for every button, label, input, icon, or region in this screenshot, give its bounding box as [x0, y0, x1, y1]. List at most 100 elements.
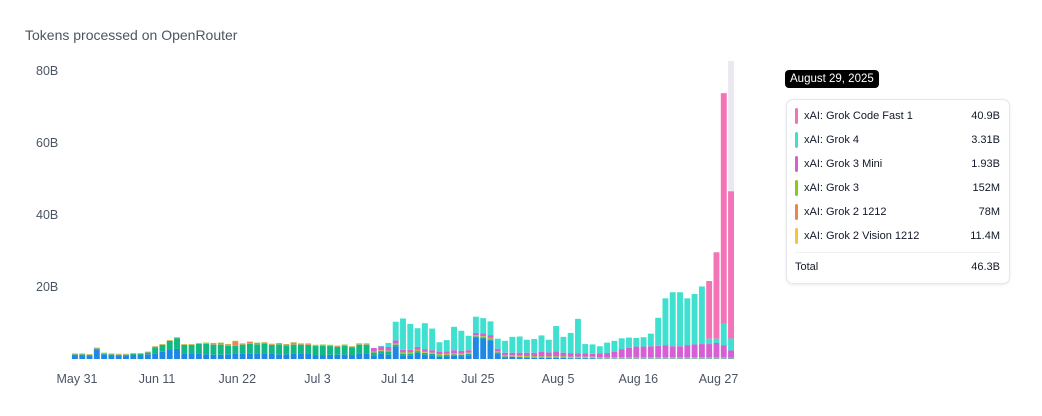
bar-segment[interactable] — [487, 339, 494, 341]
bar-segment[interactable] — [523, 352, 530, 356]
bar-segment[interactable] — [626, 337, 632, 348]
bar-stack[interactable] — [188, 344, 195, 359]
bar-segment[interactable] — [327, 345, 334, 346]
bar-segment[interactable] — [334, 345, 341, 347]
bar-stack[interactable] — [480, 318, 487, 359]
bar-stack[interactable] — [159, 344, 166, 359]
bar-segment[interactable] — [458, 354, 465, 357]
bar-segment[interactable] — [232, 341, 239, 346]
bar-segment[interactable] — [662, 357, 669, 358]
bar-segment[interactable] — [86, 355, 93, 359]
bar-segment[interactable] — [261, 353, 268, 359]
bar-segment[interactable] — [349, 355, 355, 359]
bar-segment[interactable] — [458, 330, 465, 351]
bar-segment[interactable] — [633, 337, 640, 347]
bar-segment[interactable] — [400, 352, 406, 354]
bar-stack[interactable] — [217, 342, 224, 359]
bar-segment[interactable] — [72, 354, 78, 356]
bar-segment[interactable] — [538, 356, 545, 358]
bar-segment[interactable] — [195, 353, 202, 359]
bar-segment[interactable] — [691, 344, 698, 358]
bar-stack[interactable] — [334, 345, 341, 360]
bar-segment[interactable] — [276, 344, 283, 355]
bar-segment[interactable] — [443, 356, 450, 359]
bar-segment[interactable] — [421, 349, 428, 352]
bar-segment[interactable] — [487, 340, 494, 359]
bar-segment[interactable] — [728, 357, 734, 358]
bar-stack[interactable] — [246, 341, 253, 359]
bar-stack[interactable] — [166, 340, 173, 359]
bar-segment[interactable] — [181, 353, 188, 359]
bar-segment[interactable] — [494, 352, 501, 354]
bar-stack[interactable] — [640, 337, 647, 359]
bar-stack[interactable] — [582, 344, 589, 359]
bar-segment[interactable] — [589, 353, 596, 357]
bar-segment[interactable] — [217, 354, 224, 359]
bar-stack[interactable] — [567, 332, 574, 359]
bar-segment[interactable] — [451, 350, 457, 354]
bar-segment[interactable] — [698, 344, 705, 358]
bar-segment[interactable] — [217, 342, 224, 345]
bar-segment[interactable] — [429, 328, 436, 351]
bar-stack[interactable] — [421, 323, 428, 359]
bar-segment[interactable] — [378, 351, 385, 354]
bar-segment[interactable] — [647, 346, 654, 358]
bar-segment[interactable] — [115, 355, 122, 359]
bar-stack[interactable] — [152, 346, 159, 359]
bar-segment[interactable] — [378, 346, 385, 351]
bar-segment[interactable] — [327, 354, 334, 359]
bar-segment[interactable] — [458, 356, 465, 359]
bar-stack[interactable] — [72, 353, 78, 359]
bar-stack[interactable] — [232, 340, 239, 359]
bar-segment[interactable] — [429, 352, 436, 354]
bar-stack[interactable] — [647, 333, 654, 359]
bar-stack[interactable] — [538, 335, 545, 359]
bar-segment[interactable] — [523, 339, 530, 353]
bar-segment[interactable] — [502, 355, 509, 356]
bar-stack[interactable] — [604, 342, 611, 359]
bar-segment[interactable] — [378, 353, 385, 359]
bar-segment[interactable] — [596, 346, 603, 354]
bar-stack[interactable] — [144, 351, 151, 359]
bar-segment[interactable] — [429, 355, 436, 359]
bar-stack[interactable] — [414, 328, 421, 359]
bar-segment[interactable] — [305, 353, 312, 359]
bar-segment[interactable] — [363, 344, 370, 354]
bar-stack[interactable] — [385, 342, 392, 359]
bar-segment[interactable] — [480, 333, 487, 337]
bar-stack[interactable] — [728, 191, 734, 359]
bar-segment[interactable] — [582, 358, 589, 359]
bar-segment[interactable] — [327, 346, 334, 355]
bar-stack[interactable] — [713, 252, 720, 359]
bar-segment[interactable] — [669, 292, 676, 347]
bar-segment[interactable] — [341, 354, 348, 359]
bar-segment[interactable] — [494, 348, 501, 352]
bar-segment[interactable] — [516, 357, 523, 359]
bar-segment[interactable] — [137, 355, 144, 359]
bar-segment[interactable] — [407, 352, 414, 354]
bar-segment[interactable] — [246, 341, 253, 344]
bar-segment[interactable] — [152, 353, 159, 359]
bar-stack[interactable] — [93, 347, 100, 359]
bar-segment[interactable] — [655, 317, 662, 346]
bar-segment[interactable] — [662, 345, 669, 358]
bar-segment[interactable] — [538, 335, 545, 352]
bar-segment[interactable] — [465, 353, 472, 356]
bar-stack[interactable] — [596, 346, 603, 359]
bar-segment[interactable] — [596, 357, 603, 358]
bar-segment[interactable] — [144, 354, 151, 359]
bar-segment[interactable] — [188, 344, 195, 354]
bar-segment[interactable] — [545, 356, 552, 358]
bar-segment[interactable] — [436, 355, 443, 357]
bar-segment[interactable] — [370, 352, 377, 356]
bar-segment[interactable] — [421, 354, 428, 359]
bar-segment[interactable] — [159, 344, 166, 352]
bar-segment[interactable] — [472, 337, 479, 359]
bar-segment[interactable] — [276, 354, 283, 359]
bar-segment[interactable] — [378, 345, 385, 347]
bar-segment[interactable] — [728, 350, 734, 358]
bar-stack[interactable] — [677, 292, 683, 359]
bar-segment[interactable] — [392, 344, 399, 347]
bar-segment[interactable] — [254, 344, 261, 354]
